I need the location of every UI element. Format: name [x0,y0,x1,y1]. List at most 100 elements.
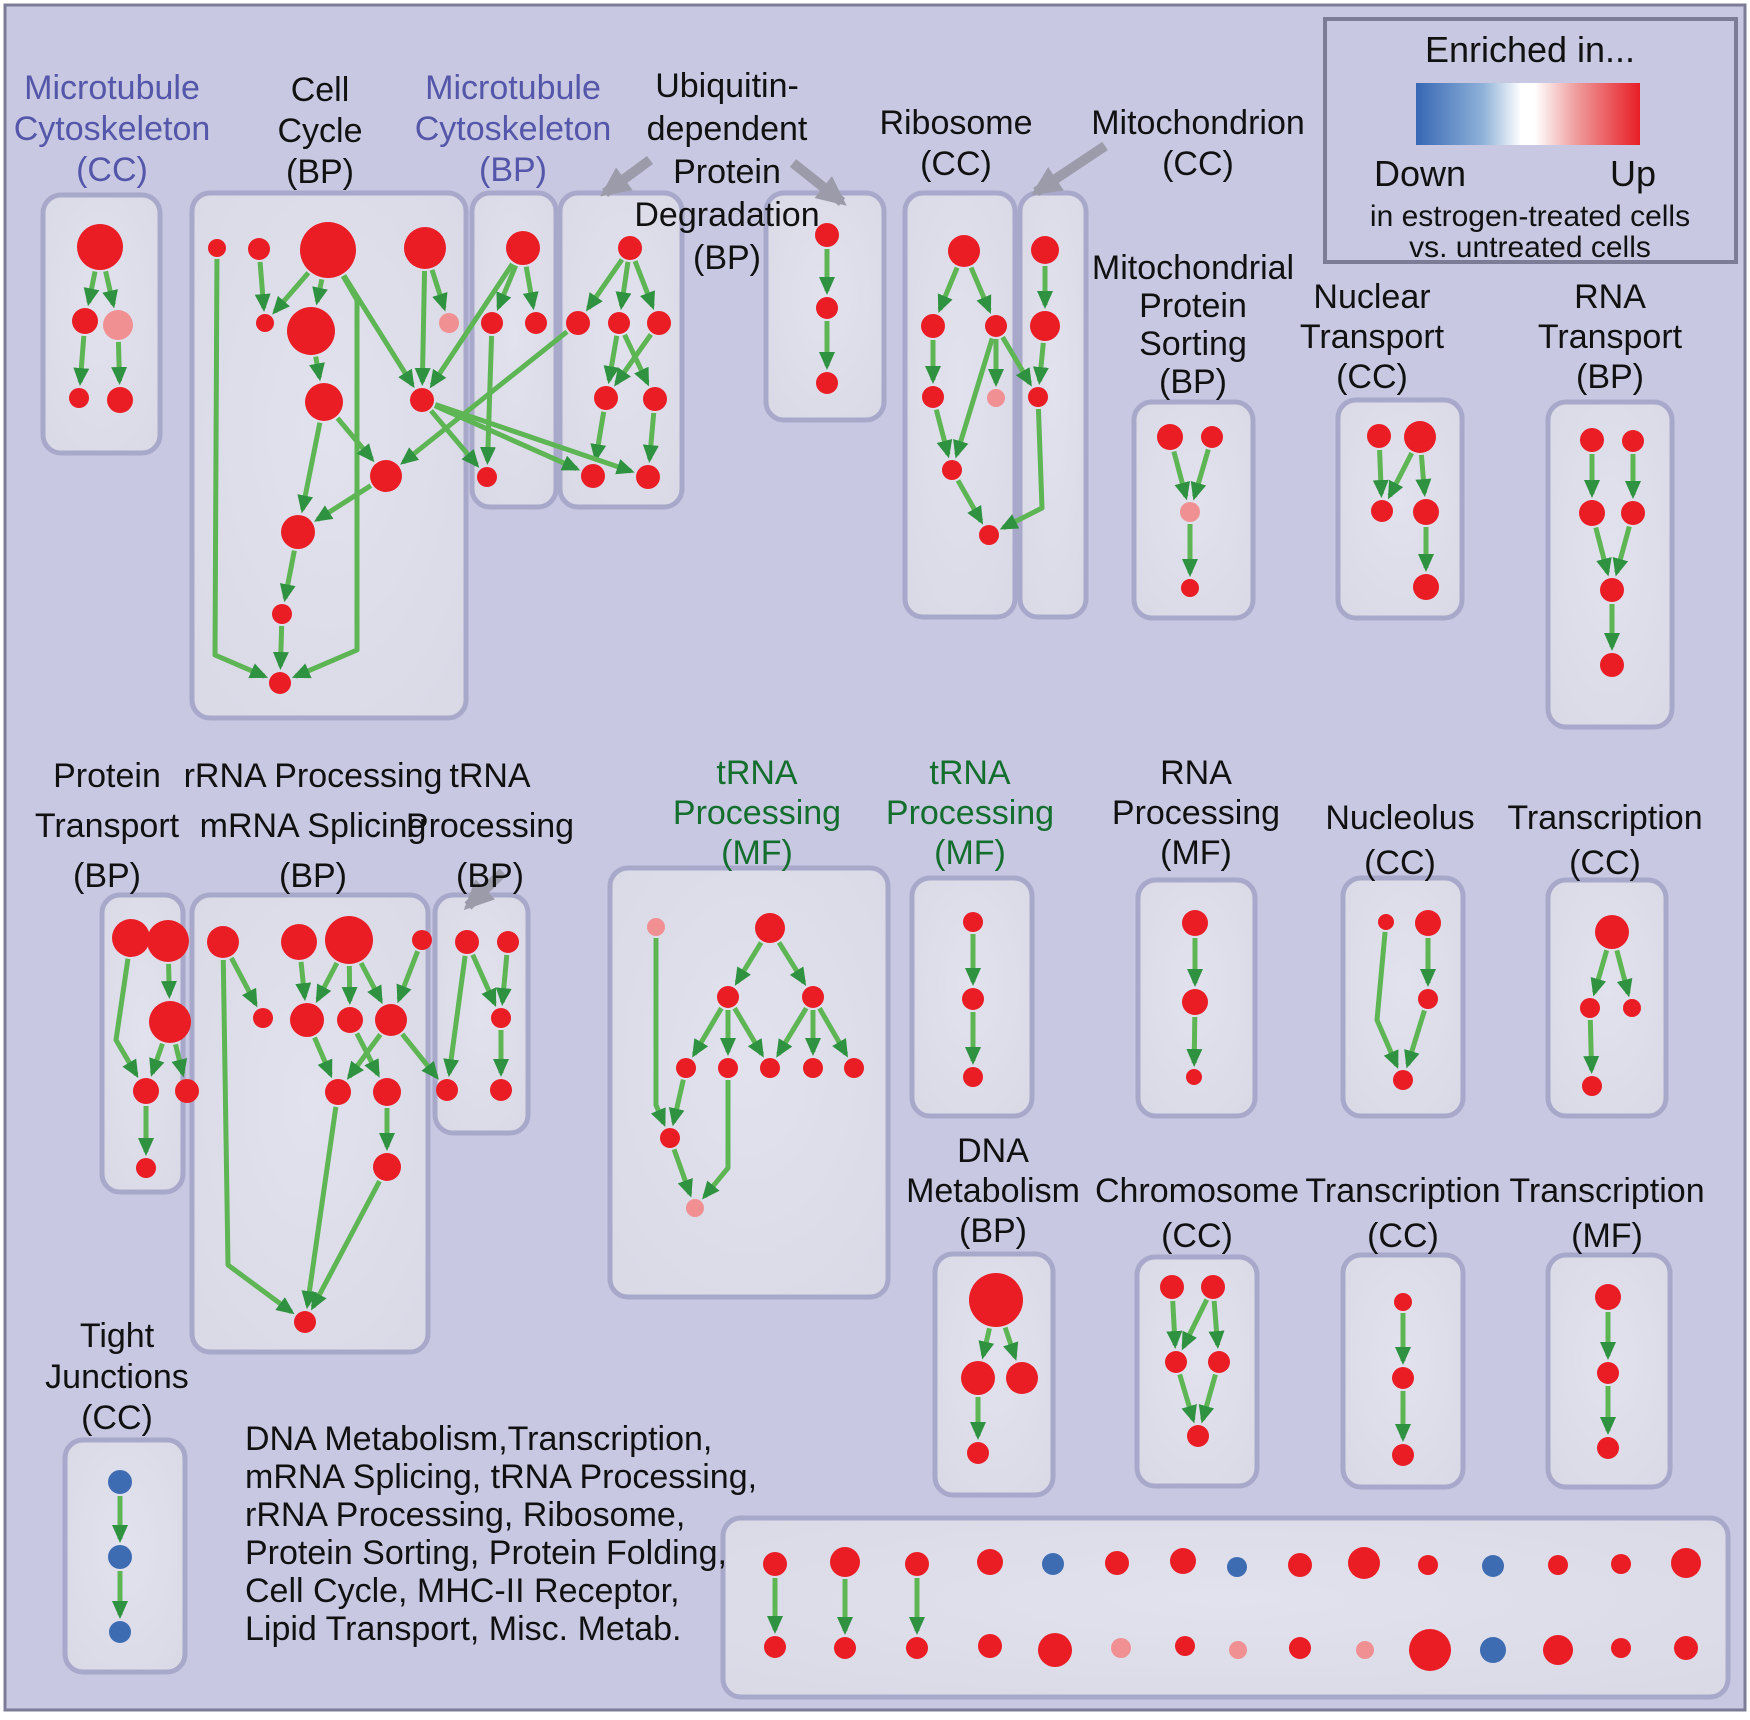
go-node-cell-cycle-0 [208,239,226,257]
cluster-label-dna-metabolism-line-2: (BP) [959,1212,1027,1250]
go-node-misc-0 [763,1552,787,1576]
cluster-label-trna-mf-2-line-1: Processing [886,794,1054,832]
cluster-label-tight-junctions-line-2: (CC) [81,1399,153,1437]
go-node-ubiq-1-2 [608,312,630,334]
go-node-ubiq-1-1 [566,311,590,335]
go-node-misc-11 [1482,1555,1504,1577]
go-node-cell-cycle-9 [370,460,402,492]
legend-subtitle-2: vs. untreated cells [1409,231,1651,264]
go-node-misc-20 [1111,1638,1131,1658]
go-node-cell-cycle-5 [287,307,335,355]
go-node-rna-transport-5 [1600,653,1624,677]
go-node-chromosome-4 [1187,1425,1209,1447]
go-node-misc-24 [1356,1641,1374,1659]
go-node-misc-9 [1348,1547,1380,1579]
go-node-rrna-mrna-1 [281,924,317,960]
go-node-nuclear-transport-4 [1413,574,1439,600]
go-node-transcription-cc-mid-0 [1595,915,1629,949]
cluster-box-rna-transport [1548,402,1672,727]
cluster-label-transcription-cc-mid-line-1: (CC) [1569,844,1641,882]
go-node-nucleolus-0 [1378,914,1394,930]
cluster-label-dna-metabolism-line-1: Metabolism [906,1172,1080,1210]
go-node-ribosome-2 [985,315,1007,337]
go-node-chromosome-0 [1160,1275,1184,1299]
edge-cell-cycle-11-12 [280,626,281,666]
cluster-label-trna-bp-line-1: Processing [406,807,574,845]
cluster-label-trna-mf-1-line-1: Processing [673,794,841,832]
cluster-label-mitochondrion-line-0: Mitochondrion [1091,104,1305,142]
go-node-chromosome-1 [1201,1275,1225,1299]
merged-categories-line-2: rRNA Processing, Ribosome, [245,1496,685,1534]
go-node-misc-8 [1288,1553,1312,1577]
cluster-label-rna-proc-mf-line-2: (MF) [1160,834,1232,872]
go-node-misc-12 [1548,1555,1568,1575]
go-node-mt-bp-0 [506,231,540,265]
cluster-label-transcription-cc-bot-line-0: Transcription [1305,1172,1500,1210]
go-node-cell-cycle-4 [256,314,274,332]
go-node-misc-22 [1229,1641,1247,1659]
go-node-protein-transport-0 [112,919,150,957]
go-node-cell-cycle-6 [439,313,459,333]
cluster-label-protein-transport-line-0: Protein [53,757,161,795]
go-node-trna-bp-3 [436,1079,458,1101]
go-node-rna-proc-mf-1 [1182,989,1208,1015]
go-node-trna-mf-big-4 [676,1058,696,1078]
cluster-label-rna-proc-mf-line-1: Processing [1112,794,1280,832]
cluster-label-ribosome-line-0: Ribosome [879,104,1032,142]
cluster-label-ubiquitin-line-2: Protein [673,153,781,191]
cluster-label-transcription-mf-line-0: Transcription [1509,1172,1704,1210]
go-node-mitochondrion-0 [1031,236,1059,264]
cluster-label-rna-transport-line-2: (BP) [1576,358,1644,396]
go-node-nuclear-transport-3 [1413,499,1439,525]
go-node-rrna-mrna-5 [290,1003,324,1037]
go-node-misc-7 [1227,1557,1247,1577]
go-node-tight-junctions-2 [109,1621,131,1643]
cluster-label-rna-transport-line-0: RNA [1574,278,1646,316]
cluster-label-cell-cycle-line-0: Cell [291,71,350,109]
go-node-transcription-mf-1 [1597,1362,1619,1384]
go-node-chromosome-2 [1165,1351,1187,1373]
merged-categories-line-5: Lipid Transport, Misc. Metab. [245,1610,682,1648]
go-node-rrna-mrna-4 [253,1008,273,1028]
cluster-label-ubiquitin-line-4: (BP) [693,239,761,277]
go-node-cell-cycle-3 [404,227,446,269]
go-node-misc-1 [830,1547,860,1577]
legend-up-label: Up [1610,153,1656,194]
go-node-misc-28 [1611,1638,1631,1658]
cluster-label-trna-mf-2-line-2: (MF) [934,834,1006,872]
go-node-dna-metabolism-1 [961,1361,995,1395]
go-node-ubiq-1-3 [647,311,671,335]
legend-gradient-bar [1416,83,1640,145]
go-node-rna-transport-1 [1622,430,1644,452]
go-node-nucleolus-3 [1393,1070,1413,1090]
cluster-label-mt-cc-line-0: Microtubule [24,69,200,107]
cluster-label-mito-sorting-line-2: Sorting [1139,325,1247,363]
go-node-rrna-mrna-7 [375,1004,407,1036]
go-node-dna-metabolism-2 [1006,1362,1038,1394]
cluster-label-mt-bp-line-2: (BP) [479,151,547,189]
cluster-label-rna-proc-mf-line-0: RNA [1160,754,1232,792]
go-node-misc-17 [906,1637,928,1659]
go-node-mt-bp-2 [525,312,547,334]
go-node-misc-19 [1038,1633,1072,1667]
cluster-label-nucleolus-line-0: Nucleolus [1325,799,1474,837]
go-node-misc-3 [977,1549,1003,1575]
go-node-mitochondrion-2 [1028,387,1048,407]
go-node-trna-mf-big-5 [718,1058,738,1078]
cluster-label-transcription-cc-bot-line-1: (CC) [1367,1217,1439,1255]
go-node-tight-junctions-1 [108,1545,132,1569]
go-node-misc-4 [1042,1553,1064,1575]
cluster-label-tight-junctions-line-0: Tight [80,1317,155,1355]
go-node-misc-29 [1674,1636,1698,1660]
go-node-nucleolus-2 [1418,989,1438,1009]
go-node-mitochondrion-1 [1030,311,1060,341]
go-node-dna-metabolism-3 [967,1442,989,1464]
go-node-misc-14 [1671,1548,1701,1578]
cluster-box-nuclear-transport [1338,400,1462,618]
cluster-label-mito-sorting-line-0: Mitochondrial [1092,249,1294,287]
go-node-misc-2 [905,1552,929,1576]
cluster-label-trna-bp-line-0: tRNA [449,757,531,795]
cluster-label-mt-bp-line-1: Cytoskeleton [415,110,612,148]
go-node-cell-cycle-12 [269,672,291,694]
